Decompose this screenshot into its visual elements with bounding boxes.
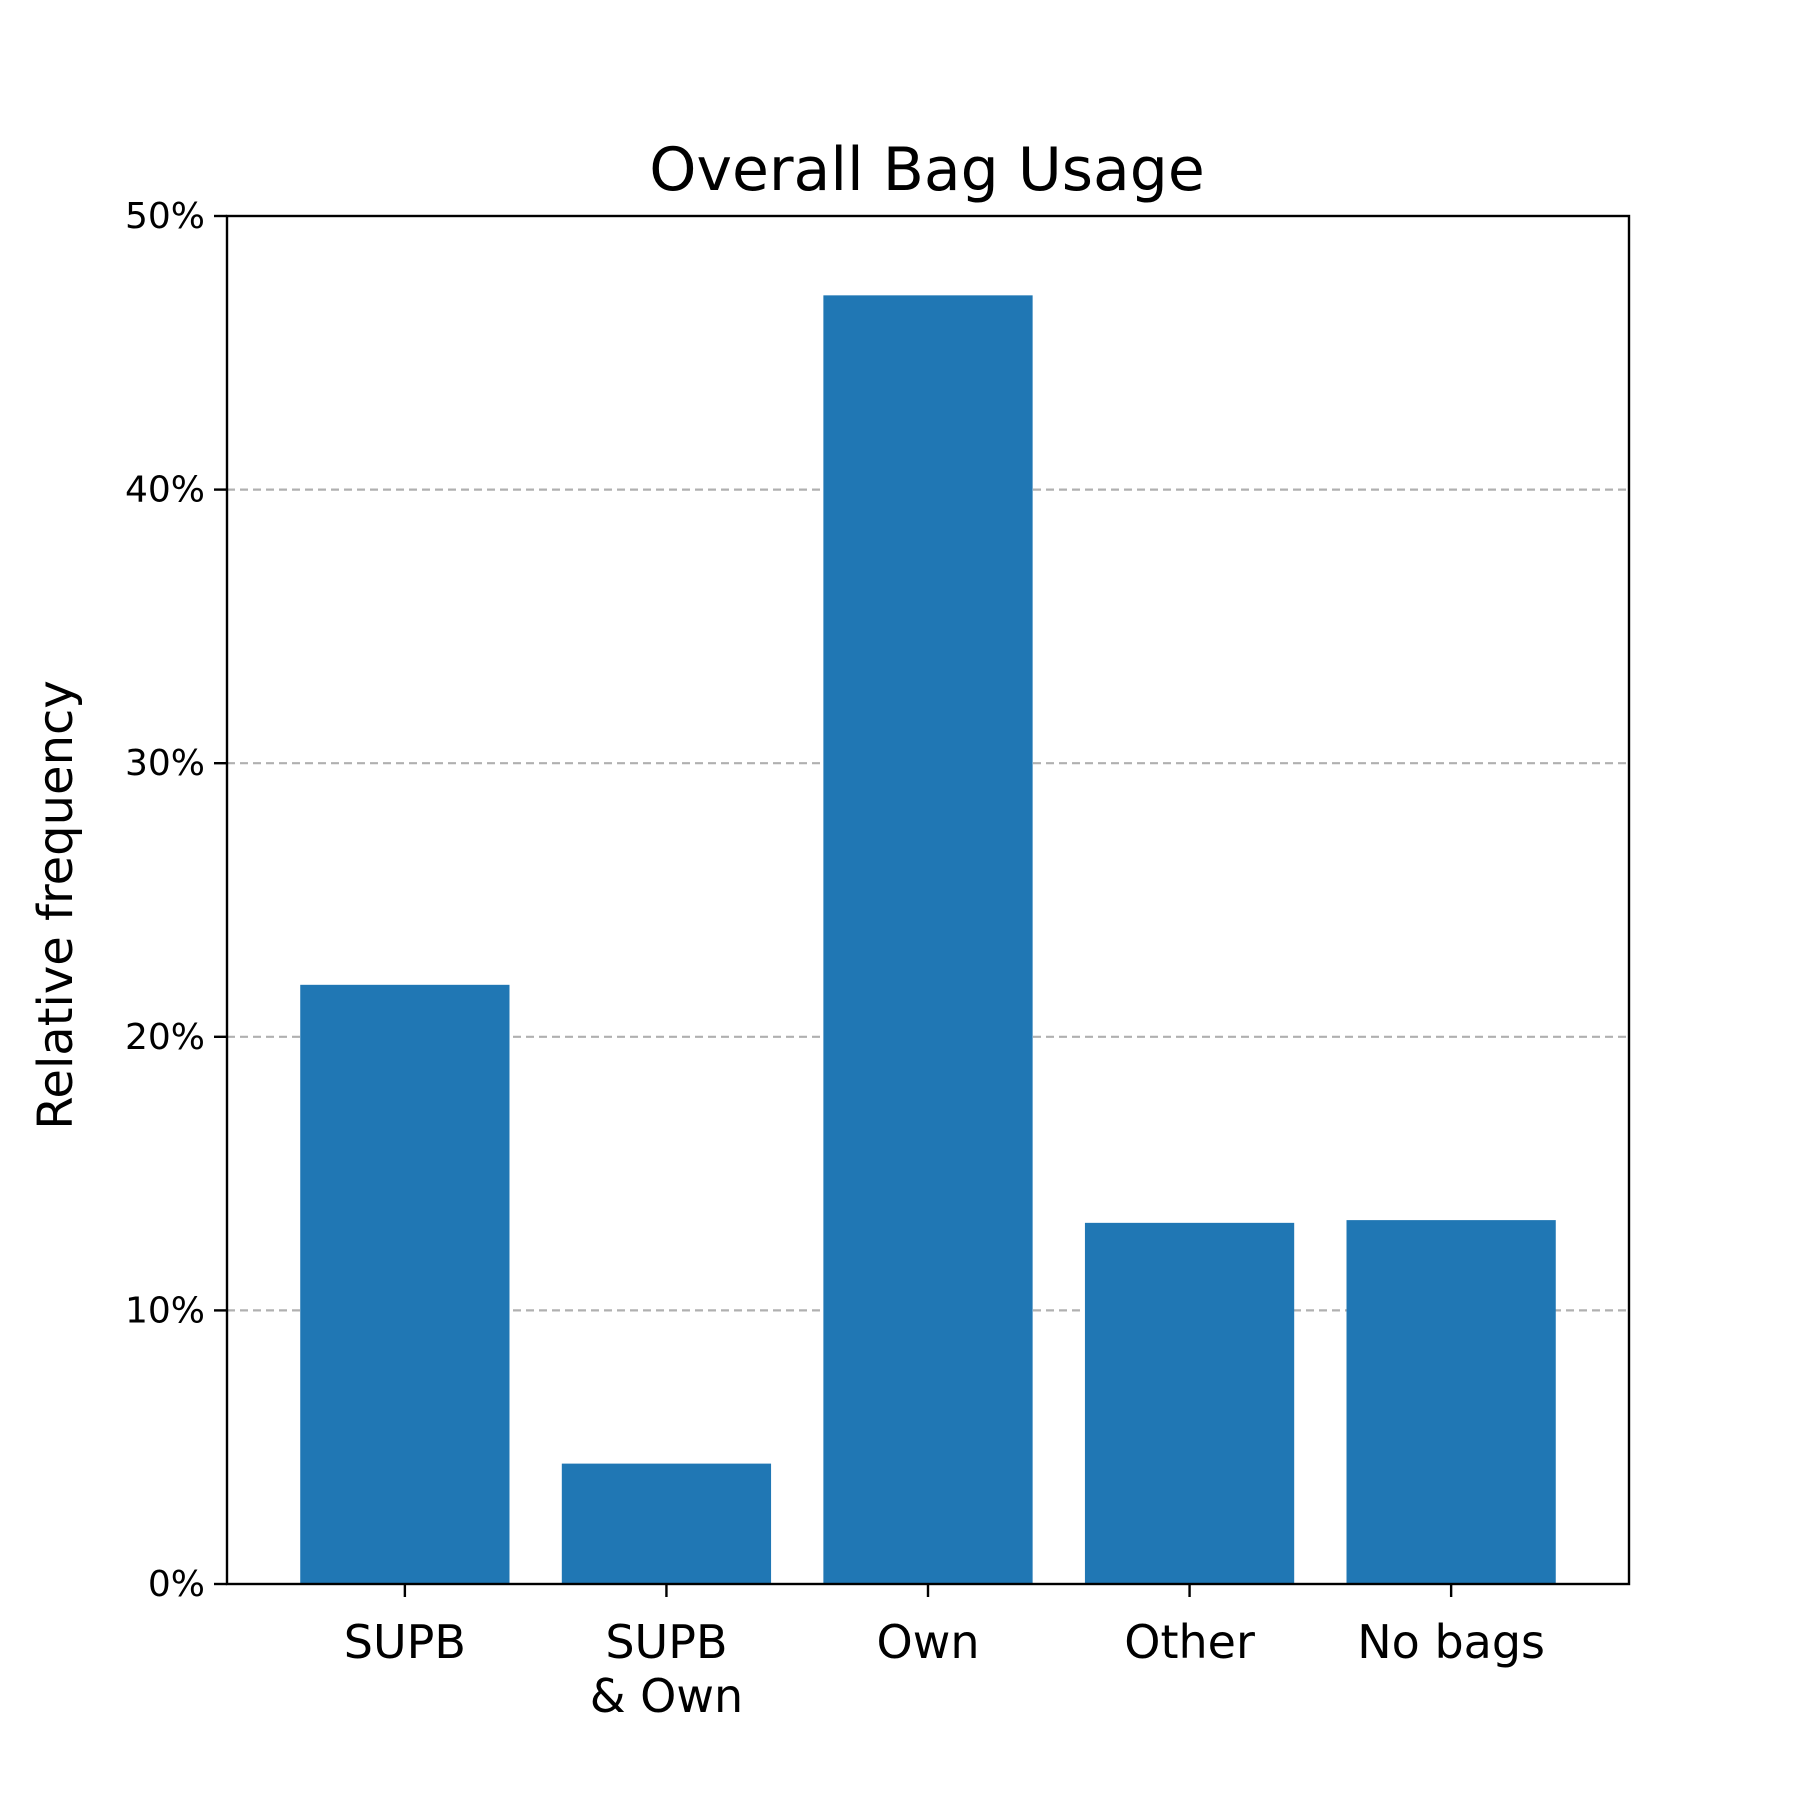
y-axis-label: Relative frequency bbox=[28, 680, 84, 1130]
bar-0 bbox=[300, 984, 510, 1584]
y-tick-label: 50% bbox=[125, 196, 205, 237]
y-tick-label: 40% bbox=[125, 470, 205, 511]
chart-title: Overall Bag Usage bbox=[649, 135, 1205, 205]
x-tick-label-line: No bags bbox=[1357, 1615, 1545, 1669]
bar-4 bbox=[1346, 1220, 1556, 1584]
x-tick-label-line: Other bbox=[1124, 1615, 1255, 1669]
x-tick-label-line: SUPB bbox=[605, 1615, 727, 1669]
x-tick-label: SUPB & Own bbox=[590, 1615, 743, 1723]
x-tick-label: SUPB bbox=[344, 1615, 466, 1669]
x-tick-label: Own bbox=[877, 1615, 980, 1669]
x-tick-label: Other bbox=[1124, 1615, 1255, 1669]
bar-1 bbox=[561, 1463, 772, 1584]
bar-2 bbox=[823, 295, 1033, 1584]
bar-3 bbox=[1084, 1222, 1295, 1584]
x-tick-label-line: Own bbox=[877, 1615, 980, 1669]
y-tick-label: 10% bbox=[125, 1290, 205, 1331]
y-tick-label: 0% bbox=[148, 1564, 205, 1605]
y-tick-label: 20% bbox=[125, 1017, 205, 1058]
bars bbox=[300, 295, 1556, 1584]
x-tick-label: No bags bbox=[1357, 1615, 1545, 1669]
x-tick-label-line: SUPB bbox=[344, 1615, 466, 1669]
x-tick-label-line: & Own bbox=[590, 1669, 743, 1723]
y-axis-ticks: 0% 10% 20% 30% 40% 50% bbox=[125, 196, 227, 1605]
y-tick-label: 30% bbox=[125, 743, 205, 784]
